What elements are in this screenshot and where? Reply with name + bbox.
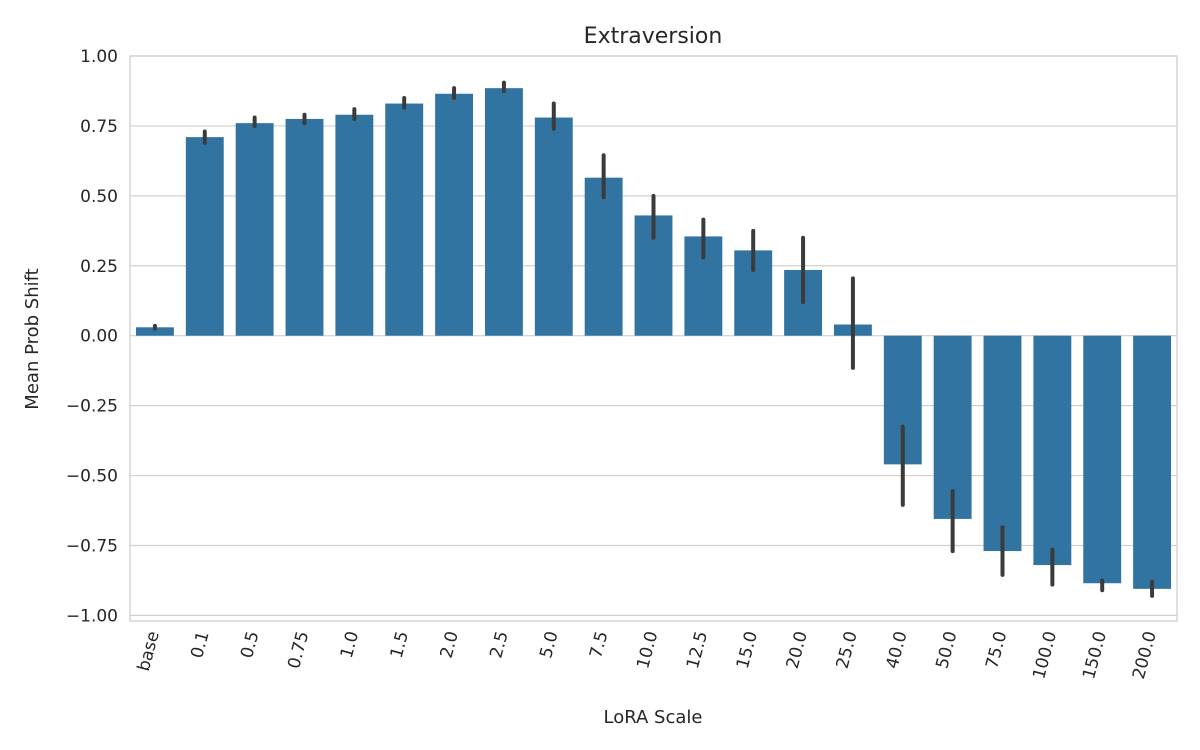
bar [484, 88, 523, 336]
y-tick-label: −0.50 [66, 467, 118, 487]
y-tick-label: 0.25 [80, 257, 118, 277]
y-tick-label: 0.50 [80, 187, 118, 207]
bar [1033, 335, 1072, 566]
bar [983, 335, 1022, 552]
bar [235, 123, 274, 336]
y-tick-label: 0.00 [80, 327, 118, 347]
y-tick-label: −1.00 [66, 606, 118, 626]
y-axis-title: Mean Prob Shift [22, 268, 43, 409]
error-bars [152, 80, 1155, 598]
y-tick-label: −0.75 [66, 536, 118, 556]
y-tick-label: 0.75 [80, 117, 118, 137]
y-tick-label: −0.25 [66, 397, 118, 417]
bar [933, 335, 972, 519]
bar [534, 117, 573, 336]
bar [385, 103, 424, 336]
bar [1083, 335, 1122, 584]
bar [1133, 335, 1172, 589]
plot-frame [129, 55, 1178, 622]
y-axis-ticks: 1.00 0.75 0.50 0.25 0.00 −0.25 −0.50 −0.75 −1.00 [66, 47, 118, 626]
x-axis-title: LoRA Scale [604, 707, 703, 728]
y-tick-label: 1.00 [80, 47, 118, 67]
bar [584, 177, 623, 336]
bar [335, 114, 374, 336]
bar [185, 137, 224, 336]
bar [285, 118, 324, 336]
chart-title: Extraversion [584, 24, 723, 49]
bars [135, 88, 1172, 589]
bar [435, 93, 474, 336]
bar [135, 327, 174, 336]
